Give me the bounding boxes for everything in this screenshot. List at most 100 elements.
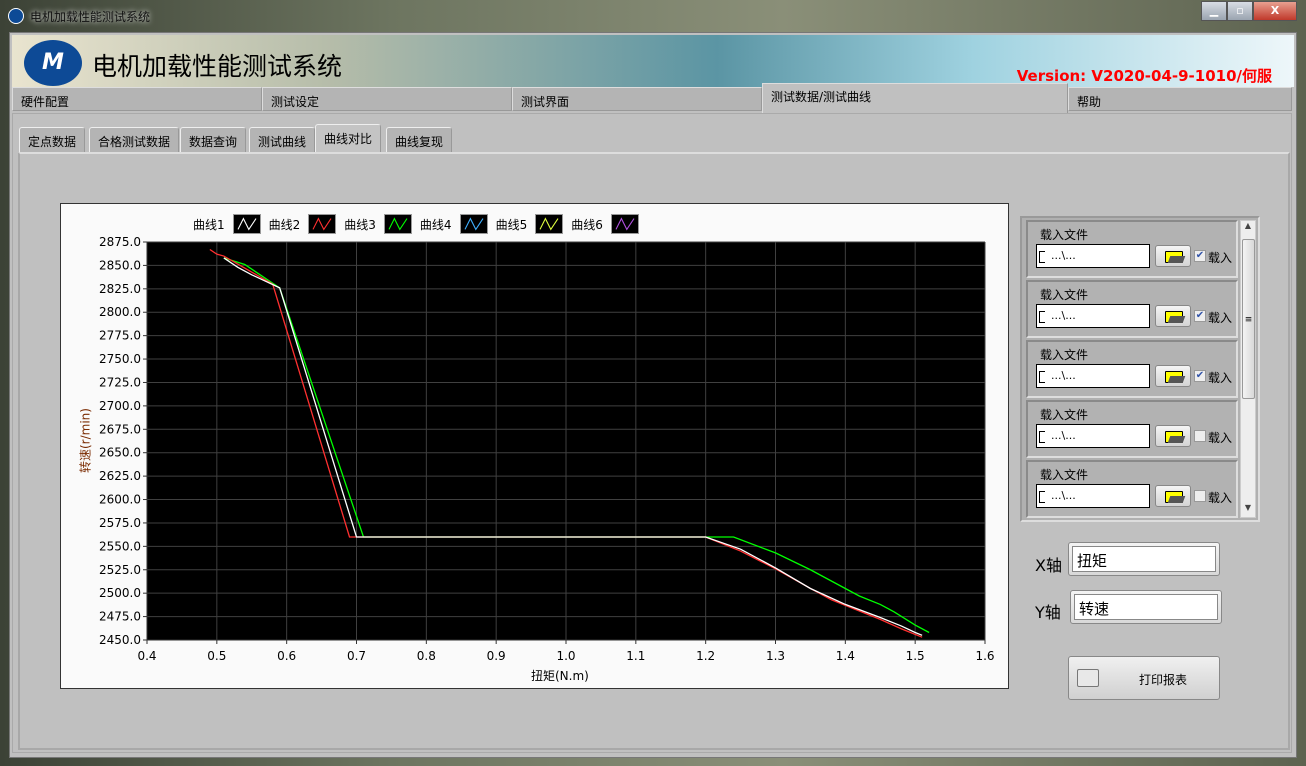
- subtab-curve-replay[interactable]: 曲线复现: [386, 127, 453, 153]
- folder-icon: [1165, 311, 1183, 323]
- load-checkbox-label: 载入: [1208, 491, 1233, 505]
- app-icon: [8, 8, 24, 24]
- load-checkbox-label: 载入: [1208, 371, 1233, 385]
- load-checkbox-label: 载入: [1208, 311, 1233, 325]
- legend-label: 曲线3: [344, 217, 376, 232]
- y-tick-label: 2600.0: [99, 493, 141, 507]
- print-report-button[interactable]: 打印报表: [1068, 656, 1220, 700]
- file-item: 载入文件 ...\... ✔ 载入: [1026, 220, 1238, 278]
- x-tick-label: 0.6: [277, 649, 296, 663]
- folder-icon: [1165, 251, 1183, 263]
- browse-button[interactable]: [1155, 305, 1191, 327]
- banner: M 电机加载性能测试系统 Version: V2020-04-9-1010/何服: [12, 35, 1294, 87]
- scroll-down-icon[interactable]: ▼: [1244, 503, 1252, 512]
- legend-label: 曲线5: [495, 217, 528, 232]
- file-path-input[interactable]: ...\...: [1036, 364, 1150, 388]
- x-axis-label: 扭矩(N.m): [531, 669, 589, 683]
- y-axis-select[interactable]: 转速: [1070, 590, 1222, 624]
- x-tick-label: 0.5: [207, 649, 226, 663]
- series-line-1: [223, 257, 923, 636]
- subtab-curve-compare[interactable]: 曲线对比: [315, 124, 382, 154]
- company-logo: M: [24, 40, 82, 86]
- x-tick-label: 1.2: [696, 649, 715, 663]
- load-checkbox[interactable]: ✔: [1194, 310, 1206, 322]
- version-text: Version: V2020-04-9-1010/何服: [1017, 65, 1272, 86]
- file-path-input[interactable]: ...\...: [1036, 304, 1150, 328]
- subtab-fixed-point-data[interactable]: 定点数据: [19, 127, 86, 153]
- chart-legend: 曲线1 曲线2 曲线3 曲线4 曲线5 曲线6: [193, 214, 647, 234]
- maximize-button[interactable]: ▫: [1227, 1, 1253, 21]
- browse-button[interactable]: [1155, 365, 1191, 387]
- x-tick-label: 0.4: [137, 649, 156, 663]
- load-checkbox[interactable]: [1194, 430, 1206, 442]
- x-axis-value: 扭矩: [1072, 546, 1216, 572]
- x-tick-label: 1.4: [836, 649, 855, 663]
- title-bar: 电机加载性能测试系统 ▁ ▫ X: [0, 0, 1306, 32]
- y-tick-label: 2850.0: [99, 258, 141, 272]
- file-list-scrollbar[interactable]: ▲ ≡ ▼: [1240, 220, 1256, 518]
- legend-swatch: [232, 214, 261, 234]
- window-title: 电机加载性能测试系统: [30, 10, 151, 24]
- x-tick-label: 1.3: [766, 649, 785, 663]
- version-value: V2020-04-9-1010/何服: [1091, 67, 1272, 85]
- browse-button[interactable]: [1155, 425, 1191, 447]
- y-tick-label: 2875.0: [99, 235, 141, 249]
- folder-icon: [1165, 491, 1183, 503]
- tab-help[interactable]: 帮助: [1068, 87, 1292, 111]
- tab-test-data-curves[interactable]: 测试数据/测试曲线: [762, 83, 1068, 113]
- browse-button[interactable]: [1155, 485, 1191, 507]
- load-checkbox[interactable]: [1194, 490, 1206, 502]
- x-tick-label: 1.0: [556, 649, 575, 663]
- file-item-label: 载入文件: [1040, 228, 1089, 242]
- y-axis-value: 转速: [1074, 594, 1218, 620]
- browse-button[interactable]: [1155, 245, 1191, 267]
- y-tick-label: 2800.0: [99, 305, 141, 319]
- subtab-test-curves[interactable]: 测试曲线: [249, 127, 316, 153]
- y-tick-label: 2450.0: [99, 633, 141, 647]
- file-path-input[interactable]: ...\...: [1036, 424, 1150, 448]
- y-tick-label: 2550.0: [99, 539, 141, 553]
- tab-hardware-config[interactable]: 硬件配置: [12, 87, 262, 111]
- y-tick-label: 2475.0: [99, 610, 141, 624]
- file-path-input[interactable]: ...\...: [1036, 484, 1150, 508]
- load-checkbox[interactable]: ✔: [1194, 250, 1206, 262]
- x-tick-label: 0.8: [417, 649, 436, 663]
- tab-test-settings[interactable]: 测试设定: [262, 87, 512, 111]
- legend-swatch: [308, 214, 337, 234]
- y-tick-label: 2575.0: [99, 516, 141, 530]
- y-tick-label: 2650.0: [99, 446, 141, 460]
- file-item-label: 载入文件: [1040, 468, 1089, 482]
- file-path-input[interactable]: ...\...: [1036, 244, 1150, 268]
- legend-swatch: [459, 214, 488, 234]
- folder-icon: [1165, 431, 1183, 443]
- x-tick-label: 1.1: [626, 649, 645, 663]
- folder-icon: [1165, 371, 1183, 383]
- x-axis-select-label: X轴: [1035, 556, 1062, 575]
- x-axis-select[interactable]: 扭矩: [1068, 542, 1220, 576]
- load-checkbox[interactable]: ✔: [1194, 370, 1206, 382]
- scroll-up-icon[interactable]: ▲: [1244, 221, 1252, 230]
- y-axis-label: 转速(r/min): [78, 408, 93, 473]
- subtab-qualified-test-data[interactable]: 合格测试数据: [89, 127, 180, 153]
- file-item: 载入文件 ...\... 载入: [1026, 460, 1238, 518]
- subtab-data-query[interactable]: 数据查询: [180, 127, 247, 153]
- y-tick-label: 2775.0: [99, 329, 141, 343]
- y-axis-select-label: Y轴: [1035, 603, 1061, 622]
- minimize-button[interactable]: ▁: [1201, 1, 1227, 21]
- scroll-thumb[interactable]: ≡: [1242, 239, 1255, 399]
- file-list: 载入文件 ...\... 载入 载入文件 ...\... 载入 载入文件 ...\.…: [1020, 216, 1260, 522]
- legend-swatch: [610, 214, 639, 234]
- y-tick-label: 2525.0: [99, 563, 141, 577]
- legend-label: 曲线6: [571, 217, 603, 232]
- close-button[interactable]: X: [1253, 1, 1297, 21]
- x-tick-label: 1.6: [975, 649, 994, 663]
- print-report-label: 打印报表: [1139, 673, 1188, 687]
- chart-svg: 0.4 0.5 0.6 0.7 0.8 0.9 1.0 1.1 1.2 1.3 1.4 1.5 1.6 2…: [99, 235, 995, 663]
- y-tick-label: 2625.0: [99, 469, 141, 483]
- tab-test-interface[interactable]: 测试界面: [512, 87, 762, 111]
- legend-label: 曲线4: [419, 217, 452, 232]
- y-tick-label: 2725.0: [99, 375, 141, 389]
- file-item: 载入文件 ...\... 载入: [1026, 400, 1238, 458]
- app-title: 电机加载性能测试系统: [92, 52, 343, 81]
- series-line-2: [209, 248, 923, 638]
